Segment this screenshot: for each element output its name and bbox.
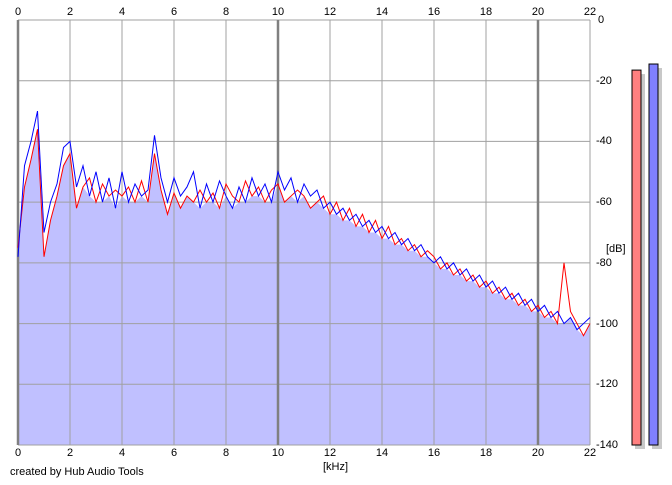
x-tick-label-bottom: 8: [222, 447, 230, 459]
x-tick-label-bottom: 6: [170, 447, 178, 459]
x-tick-label-bottom: 10: [271, 447, 285, 459]
x-tick-label-bottom: 12: [323, 447, 337, 459]
x-tick-label-bottom: 22: [583, 447, 597, 459]
x-tick-label-bottom: 16: [427, 447, 441, 459]
x-tick-label-top: 8: [222, 6, 230, 18]
y-tick-label: 0: [598, 14, 605, 26]
x-tick-label-bottom: 18: [479, 447, 493, 459]
x-axis-label: [kHz]: [323, 461, 349, 473]
y-tick-label: -40: [596, 135, 612, 148]
spectrum-fill: [18, 129, 590, 446]
x-tick-label-top: 2: [66, 6, 74, 18]
x-tick-label-top: 4: [118, 6, 126, 18]
x-tick-label-top: 0: [14, 6, 22, 18]
y-tick-label: -120: [596, 378, 619, 391]
x-tick-label-bottom: 20: [531, 447, 545, 459]
footer-credit: created by Hub Audio Tools: [10, 466, 144, 478]
x-tick-label-top: 20: [531, 6, 545, 18]
x-tick-label-top: 14: [375, 6, 389, 18]
x-tick-label-bottom: 2: [66, 447, 74, 459]
y-axis-label: [dB]: [606, 243, 626, 255]
y-tick-label: -20: [596, 74, 612, 87]
level-meter-left: [631, 69, 642, 446]
x-tick-label-bottom: 4: [118, 447, 126, 459]
series-line-left: [17, 129, 591, 337]
x-tick-label-top: 6: [170, 6, 178, 18]
level-meter-right: [648, 63, 659, 446]
x-tick-label-top: 18: [479, 6, 493, 18]
x-tick-label-bottom: 0: [14, 447, 22, 459]
y-tick-label: -100: [596, 317, 619, 330]
y-tick-label: -60: [596, 196, 612, 209]
x-tick-label-top: 12: [323, 6, 337, 18]
x-tick-label-top: 16: [427, 6, 441, 18]
x-tick-label-bottom: 14: [375, 447, 389, 459]
y-tick-label: -80: [596, 256, 612, 269]
x-tick-label-top: 22: [583, 6, 597, 18]
x-tick-label-top: 10: [271, 6, 285, 18]
y-tick-label: -140: [596, 439, 619, 451]
series-line-right: [17, 110, 591, 331]
